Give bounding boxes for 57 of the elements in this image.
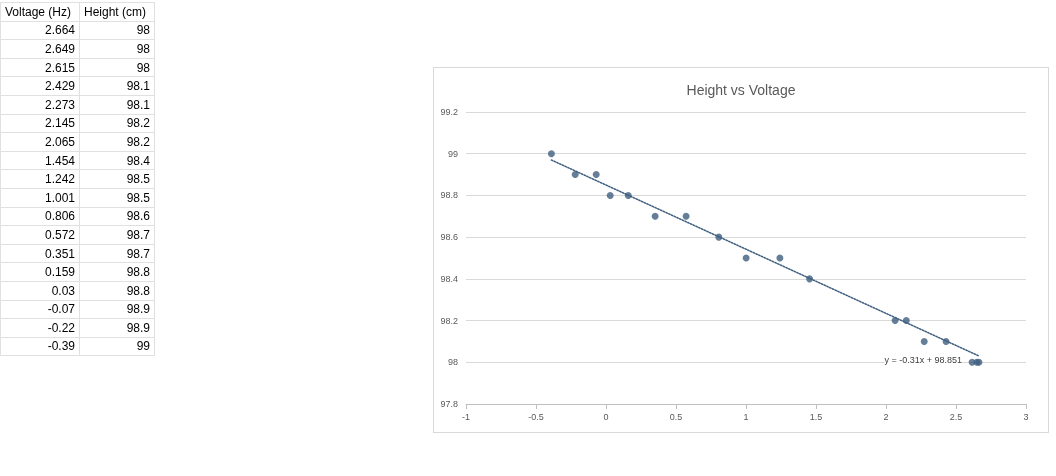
text: Height (cm) bbox=[79, 2, 155, 22]
text: 98.2 bbox=[79, 114, 155, 133]
y-tick-label: 98.4 bbox=[440, 273, 458, 284]
text: 0.806 bbox=[0, 207, 80, 226]
text: 0.03 bbox=[0, 281, 80, 300]
text: 98.8 bbox=[79, 281, 155, 300]
x-tick-label: 1.5 bbox=[809, 411, 823, 422]
text: 1.454 bbox=[0, 151, 80, 170]
text: Voltage (Hz) bbox=[0, 2, 80, 22]
x-tick-label: 1 bbox=[743, 411, 749, 422]
y-tick-label: 98 bbox=[447, 357, 458, 368]
annotation: y = -0.31x + 98.851 bbox=[884, 354, 963, 365]
text: 99 bbox=[79, 337, 155, 356]
y-tick-label: 99 bbox=[447, 148, 458, 159]
text: 2.649 bbox=[0, 39, 80, 59]
text: 98.8 bbox=[79, 262, 155, 282]
text: 98 bbox=[79, 21, 155, 40]
chart-title: Height vs Voltage bbox=[686, 82, 796, 98]
text: 98.2 bbox=[79, 132, 155, 152]
text: 2.065 bbox=[0, 132, 80, 152]
text: -0.22 bbox=[0, 318, 80, 338]
text: 2.664 bbox=[0, 21, 80, 40]
text: 98 bbox=[79, 58, 155, 77]
text: 2.615 bbox=[0, 58, 80, 77]
x-tick-label: 0.5 bbox=[669, 411, 683, 422]
text: 98.5 bbox=[79, 169, 155, 189]
text: 98.4 bbox=[79, 151, 155, 170]
x-tick-label: -1 bbox=[461, 411, 471, 422]
text: 1.242 bbox=[0, 169, 80, 189]
text: 98.7 bbox=[79, 225, 155, 245]
text: 2.273 bbox=[0, 95, 80, 115]
y-tick-label: 98.8 bbox=[440, 190, 458, 201]
text: 2.145 bbox=[0, 114, 80, 133]
text: 98.1 bbox=[79, 76, 155, 96]
text: 1.001 bbox=[0, 188, 80, 208]
text: -0.07 bbox=[0, 300, 80, 319]
text: 98.5 bbox=[79, 188, 155, 208]
text: -0.39 bbox=[0, 337, 80, 356]
text: 98.9 bbox=[79, 318, 155, 338]
text: 0.572 bbox=[0, 225, 80, 245]
y-tick-label: 98.2 bbox=[440, 315, 458, 326]
text: 0.351 bbox=[0, 244, 80, 263]
x-tick-label: 3 bbox=[1023, 411, 1029, 422]
text: 2.429 bbox=[0, 76, 80, 96]
x-tick-label: 0 bbox=[603, 411, 609, 422]
y-tick-label: 98.6 bbox=[440, 232, 458, 243]
text: 0.159 bbox=[0, 262, 80, 282]
y-tick-label: 99.2 bbox=[440, 107, 458, 117]
text: 98.7 bbox=[79, 244, 155, 263]
x-tick-label: 2.5 bbox=[949, 411, 963, 422]
text: 98.1 bbox=[79, 95, 155, 115]
y-tick-label: 97.8 bbox=[440, 399, 458, 409]
x-tick-label: -0.5 bbox=[528, 411, 544, 422]
text: 98.9 bbox=[79, 300, 155, 319]
x-tick-label: 2 bbox=[883, 411, 889, 422]
text: 98.6 bbox=[79, 207, 155, 226]
text: 98 bbox=[79, 39, 155, 59]
